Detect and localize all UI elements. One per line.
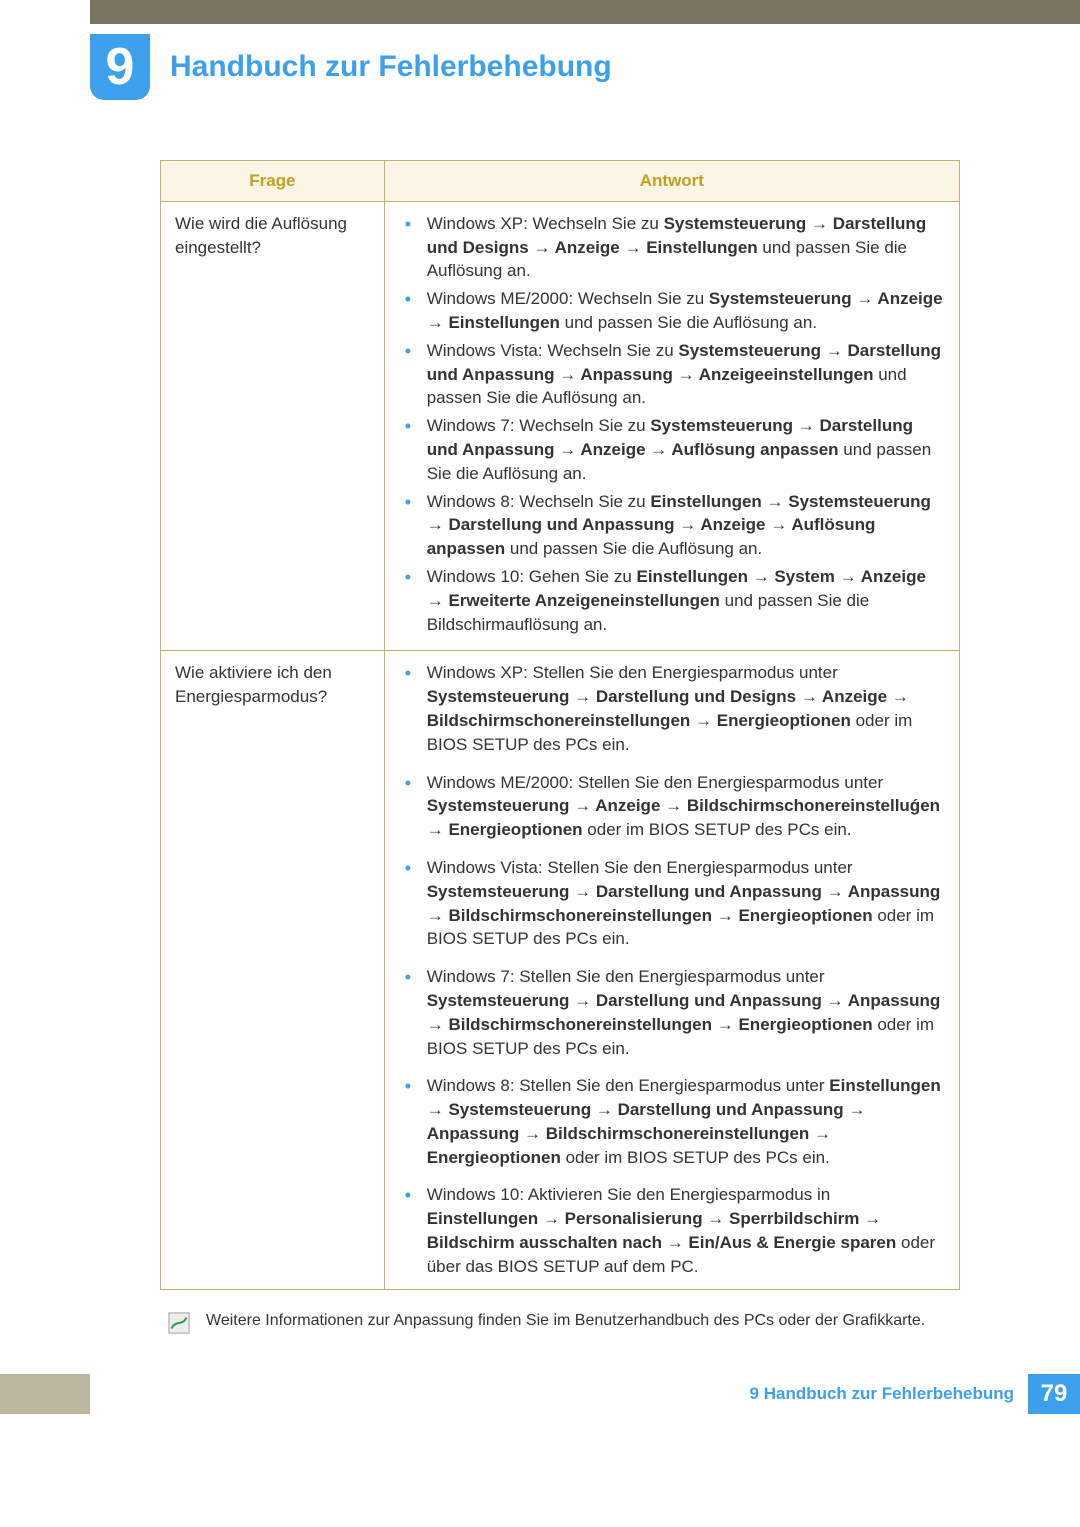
column-header-answer: Antwort [384,161,959,202]
list-item: Windows 8: Stellen Sie den Energiesparmo… [399,1074,945,1169]
footnote-text: Weitere Informationen zur Anpassung find… [206,1310,925,1332]
list-item: Windows 7: Wechseln Sie zu Systemsteueru… [399,414,945,485]
question-cell: Wie aktiviere ich den Energiesparmodus? [161,651,385,1289]
chapter-number-box: 9 [90,34,150,100]
footer-label: 9 Handbuch zur Fehlerbehebung [750,1382,1014,1406]
answer-cell: Windows XP: Wechseln Sie zu Systemsteuer… [384,201,959,651]
answer-cell: Windows XP: Stellen Sie den Energiesparm… [384,651,959,1289]
note-icon [168,1312,190,1334]
list-item: Windows XP: Wechseln Sie zu Systemsteuer… [399,212,945,283]
troubleshoot-table: Frage Antwort Wie wird die Auflösung ein… [160,160,960,1290]
question-cell: Wie wird die Auflösung eingestellt? [161,201,385,651]
list-item: Windows 10: Gehen Sie zu Einstellungen →… [399,565,945,636]
page-title: Handbuch zur Fehlerbehebung [170,46,612,88]
list-item: Windows 10: Aktivieren Sie den Energiesp… [399,1183,945,1278]
table-row: Wie aktiviere ich den Energiesparmodus?W… [161,651,960,1289]
column-header-question: Frage [161,161,385,202]
list-item: Windows 8: Wechseln Sie zu Einstellungen… [399,490,945,561]
table-row: Wie wird die Auflösung eingestellt?Windo… [161,201,960,651]
page-header: 9 Handbuch zur Fehlerbehebung [0,24,1080,160]
main-content: Frage Antwort Wie wird die Auflösung ein… [0,160,1080,1334]
list-item: Windows ME/2000: Wechseln Sie zu Systems… [399,287,945,335]
list-item: Windows 7: Stellen Sie den Energiesparmo… [399,965,945,1060]
list-item: Windows Vista: Stellen Sie den Energiesp… [399,856,945,951]
answer-list: Windows XP: Stellen Sie den Energiesparm… [399,661,945,1278]
list-item: Windows Vista: Wechseln Sie zu Systemste… [399,339,945,410]
list-item: Windows XP: Stellen Sie den Energiesparm… [399,661,945,756]
list-item: Windows ME/2000: Stellen Sie den Energie… [399,771,945,842]
footer-accent-bar [0,1374,90,1414]
answer-list: Windows XP: Wechseln Sie zu Systemsteuer… [399,212,945,637]
footnote: Weitere Informationen zur Anpassung find… [160,1310,960,1334]
top-accent-bar [90,0,1080,24]
page-footer: 9 Handbuch zur Fehlerbehebung 79 [0,1374,1080,1414]
page-number: 79 [1028,1374,1080,1414]
